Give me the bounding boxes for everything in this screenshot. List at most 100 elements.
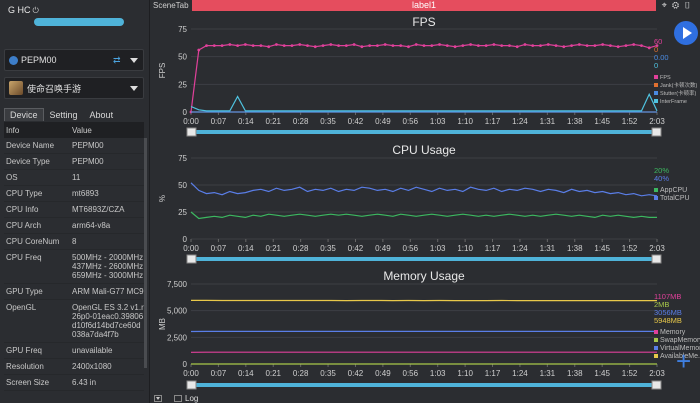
data-point	[220, 44, 224, 47]
x-tick-label: 2:03	[649, 369, 665, 378]
y-tick-label: 2,500	[167, 333, 188, 342]
slider-handle-right[interactable]	[651, 380, 662, 390]
panel-tabs: Device Setting About	[4, 108, 119, 121]
play-button[interactable]	[674, 21, 698, 45]
x-tick-label: 1:24	[512, 244, 528, 253]
chart-title: FPS	[412, 15, 435, 29]
expand-dropdown[interactable]	[154, 395, 162, 402]
y-tick-label: 75	[178, 154, 187, 163]
data-point	[391, 44, 395, 47]
data-point	[531, 44, 535, 47]
row-value: 500MHz - 2000MHz 437MHz - 2600MHz 659MHz…	[72, 253, 144, 280]
x-tick-label: 0:42	[348, 117, 364, 126]
row-value: MT6893Z/CZA	[72, 205, 125, 214]
x-tick-label: 0:00	[183, 244, 199, 253]
x-tick-label: 2:03	[649, 244, 665, 253]
slider-handle-left[interactable]	[186, 254, 197, 264]
x-tick-label: 0:28	[293, 369, 309, 378]
chart-title: Memory Usage	[383, 269, 465, 283]
log-checkbox[interactable]	[174, 395, 182, 402]
x-tick-label: 1:52	[622, 369, 638, 378]
time-range-slider[interactable]	[189, 130, 659, 134]
x-tick-label: 0:07	[211, 369, 227, 378]
x-tick-label: 0:49	[375, 117, 391, 126]
tab-device[interactable]: Device	[4, 108, 44, 121]
data-point	[329, 43, 333, 46]
data-point	[259, 44, 263, 47]
device-panel: G HC ⏻ PEPM00 ⇄ 使命召唤手游 Device Setting Abo…	[0, 0, 150, 403]
label-bar: label1	[192, 0, 656, 11]
x-tick-label: 0:56	[403, 117, 419, 126]
time-range-slider[interactable]	[189, 383, 659, 387]
data-point	[640, 44, 643, 47]
add-marker-button[interactable]: +	[676, 346, 692, 376]
tab-setting[interactable]: Setting	[49, 110, 78, 120]
y-tick-label: 7,500	[167, 280, 188, 289]
tab-about[interactable]: About	[89, 110, 114, 120]
x-tick-label: 0:28	[293, 244, 309, 253]
data-point	[469, 43, 472, 46]
row-value: 6.43 in	[72, 378, 97, 387]
y-tick-label: 0	[183, 108, 188, 117]
location-icon[interactable]: ⌖	[661, 0, 672, 10]
trash-icon[interactable]: ▯	[684, 0, 696, 10]
data-point	[228, 43, 232, 46]
table-row: CPU CoreNum 8	[4, 234, 144, 250]
legend-swatch	[654, 338, 658, 342]
chart-memory: Memory Usage MB 0 2,500 5,000 7,500 0:00 0:07 0:…	[158, 269, 700, 390]
data-point	[523, 43, 527, 46]
table-scrollbar[interactable]	[144, 138, 147, 368]
legend-label: AvailableMe...	[660, 353, 700, 360]
time-range-slider[interactable]	[189, 257, 659, 261]
legend-swatch	[654, 75, 658, 79]
slider-handle-right[interactable]	[651, 254, 662, 264]
table-header: Info Value	[4, 122, 144, 138]
slider-handle-right[interactable]	[651, 127, 662, 137]
data-point	[616, 45, 620, 49]
data-point	[445, 44, 449, 47]
chart-title: CPU Usage	[392, 143, 456, 157]
x-tick-label: 1:45	[594, 244, 610, 253]
row-info: CPU Type	[6, 189, 43, 198]
row-value: 11	[72, 173, 81, 182]
scene-tab[interactable]: SceneTab	[153, 1, 189, 10]
data-point	[655, 44, 659, 47]
data-point	[414, 43, 418, 46]
slider-handle-left[interactable]	[186, 127, 197, 137]
table-row: CPU Arch arm64-v8a	[4, 218, 144, 234]
x-tick-label: 1:17	[485, 244, 501, 253]
device-select[interactable]: PEPM00 ⇄	[4, 49, 144, 71]
x-tick-label: 0:49	[375, 244, 391, 253]
gear-icon[interactable]: ⚙	[671, 0, 685, 10]
row-value: PEPM00	[72, 141, 104, 150]
data-point	[430, 44, 434, 47]
slider-handle-left[interactable]	[186, 380, 197, 390]
legend-label: Jank(卡顿次数)	[660, 81, 697, 89]
data-point	[585, 44, 589, 47]
data-point	[321, 44, 325, 47]
row-info: OpenGL	[6, 303, 37, 312]
table-row: CPU Type mt6893	[4, 186, 144, 202]
data-point	[251, 44, 255, 47]
app-select[interactable]: 使命召唤手游	[4, 77, 144, 99]
data-point	[562, 45, 566, 49]
x-tick-label: 1:03	[430, 369, 446, 378]
data-point	[313, 45, 317, 49]
column-header-info: Info	[6, 125, 20, 135]
series-line-fps-0	[190, 43, 658, 113]
data-point	[282, 44, 286, 47]
y-axis-label: FPS	[158, 63, 167, 79]
legend-swatch	[654, 99, 658, 103]
x-tick-label: 1:17	[485, 117, 501, 126]
data-point	[609, 44, 612, 47]
x-tick-label: 1:03	[430, 244, 446, 253]
data-point	[539, 44, 542, 47]
data-point	[476, 44, 480, 47]
x-tick-label: 0:14	[238, 369, 254, 378]
data-point	[205, 44, 208, 47]
row-value: mt6893	[72, 189, 99, 198]
power-icon[interactable]: ⏻	[32, 6, 39, 15]
bottom-bar: Log	[151, 394, 700, 403]
data-point	[601, 43, 605, 46]
data-point	[243, 43, 247, 46]
